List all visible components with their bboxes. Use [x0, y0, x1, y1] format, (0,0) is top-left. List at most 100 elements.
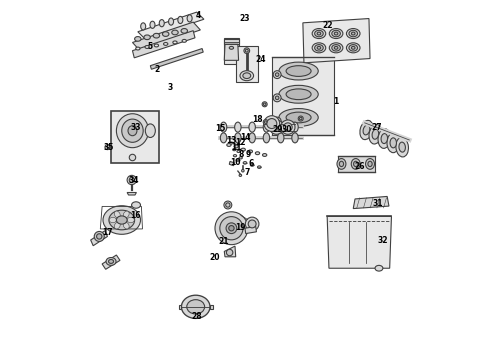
Ellipse shape [315, 45, 323, 51]
Ellipse shape [368, 161, 372, 167]
Bar [236, 46, 258, 82]
Polygon shape [303, 18, 370, 63]
Ellipse shape [144, 35, 150, 40]
Ellipse shape [354, 161, 358, 167]
Ellipse shape [396, 137, 409, 157]
Ellipse shape [239, 157, 243, 159]
Ellipse shape [317, 46, 321, 49]
Ellipse shape [224, 201, 232, 209]
Ellipse shape [250, 164, 254, 166]
Ellipse shape [164, 42, 168, 45]
Ellipse shape [220, 133, 227, 143]
Ellipse shape [154, 44, 159, 47]
Ellipse shape [381, 134, 388, 144]
Ellipse shape [181, 295, 210, 319]
Ellipse shape [263, 133, 270, 143]
Ellipse shape [220, 122, 227, 132]
Ellipse shape [136, 47, 140, 50]
Ellipse shape [317, 32, 321, 35]
Ellipse shape [173, 41, 177, 44]
Ellipse shape [123, 222, 129, 229]
Ellipse shape [229, 142, 232, 144]
Ellipse shape [220, 217, 243, 240]
Polygon shape [102, 255, 120, 269]
Ellipse shape [172, 30, 178, 35]
Ellipse shape [286, 112, 311, 123]
Ellipse shape [235, 133, 241, 143]
Ellipse shape [255, 152, 260, 155]
Ellipse shape [97, 234, 102, 239]
Ellipse shape [242, 170, 244, 172]
Ellipse shape [275, 119, 279, 123]
Ellipse shape [263, 122, 270, 132]
Text: 1: 1 [334, 97, 339, 106]
Text: 8: 8 [238, 150, 244, 159]
Ellipse shape [298, 116, 303, 121]
Ellipse shape [226, 249, 233, 256]
Ellipse shape [351, 46, 355, 49]
Text: 24: 24 [255, 55, 266, 64]
Text: 22: 22 [322, 21, 332, 30]
Text: 21: 21 [219, 237, 229, 246]
Ellipse shape [279, 85, 318, 103]
Text: 7: 7 [244, 168, 249, 177]
Ellipse shape [244, 48, 249, 54]
Text: 34: 34 [129, 176, 140, 185]
Bar [111, 111, 159, 163]
Polygon shape [272, 57, 334, 135]
Text: 20: 20 [209, 253, 220, 262]
Ellipse shape [127, 175, 136, 185]
Ellipse shape [146, 124, 155, 138]
Ellipse shape [366, 158, 374, 169]
Ellipse shape [123, 211, 129, 218]
Ellipse shape [262, 102, 267, 107]
Ellipse shape [275, 73, 279, 76]
Ellipse shape [117, 114, 148, 148]
Text: 3: 3 [168, 83, 172, 92]
Text: 5: 5 [148, 41, 153, 50]
Ellipse shape [339, 161, 343, 167]
Polygon shape [327, 216, 392, 268]
Ellipse shape [106, 257, 116, 265]
Ellipse shape [159, 19, 164, 27]
Ellipse shape [94, 231, 104, 242]
Ellipse shape [248, 220, 256, 228]
Ellipse shape [128, 126, 137, 136]
Ellipse shape [129, 177, 134, 183]
Text: 29: 29 [272, 126, 282, 135]
Ellipse shape [258, 166, 261, 168]
Ellipse shape [372, 129, 379, 139]
Ellipse shape [236, 159, 240, 161]
Ellipse shape [234, 145, 238, 148]
Text: 32: 32 [377, 235, 388, 244]
Ellipse shape [277, 133, 284, 143]
Polygon shape [224, 44, 239, 60]
Ellipse shape [270, 120, 284, 134]
Ellipse shape [360, 120, 373, 140]
Polygon shape [210, 305, 213, 309]
Ellipse shape [286, 66, 311, 76]
Polygon shape [224, 246, 236, 257]
Ellipse shape [105, 145, 110, 150]
Ellipse shape [263, 120, 268, 125]
Ellipse shape [375, 265, 383, 271]
Ellipse shape [284, 123, 292, 131]
Ellipse shape [337, 158, 346, 169]
Text: 9: 9 [246, 150, 251, 159]
Text: 6: 6 [249, 159, 254, 168]
Ellipse shape [109, 210, 135, 230]
Ellipse shape [378, 129, 391, 148]
Polygon shape [338, 156, 375, 172]
Ellipse shape [279, 109, 318, 126]
Ellipse shape [346, 43, 360, 53]
Ellipse shape [127, 217, 134, 223]
Text: 23: 23 [240, 14, 250, 23]
Ellipse shape [346, 28, 360, 39]
Ellipse shape [239, 174, 242, 176]
Ellipse shape [178, 17, 183, 23]
Ellipse shape [235, 122, 241, 132]
Ellipse shape [264, 103, 266, 105]
Ellipse shape [245, 217, 259, 231]
Ellipse shape [109, 260, 114, 264]
Ellipse shape [363, 125, 370, 135]
